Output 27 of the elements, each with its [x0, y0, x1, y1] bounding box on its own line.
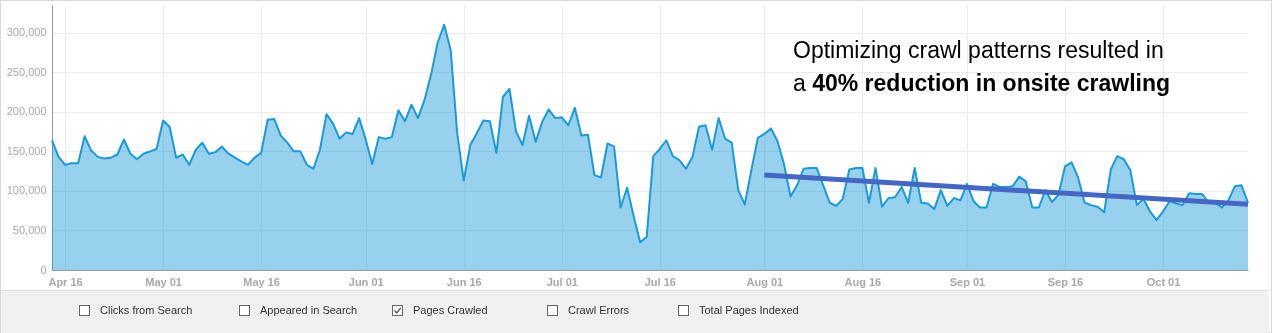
x-tick-label: May 01 [145, 275, 182, 288]
x-tick-label: Aug 16 [844, 275, 882, 288]
y-tick-label: 150,000 [6, 144, 47, 157]
y-tick-label: 200,000 [6, 105, 47, 118]
x-tick-label: Jul 16 [644, 275, 676, 288]
x-tick-label: Oct 01 [1146, 275, 1181, 288]
y-tick-label: 250,000 [6, 65, 47, 78]
x-tick-label: Sep 01 [949, 275, 986, 288]
annotation: 40% reduction in onsite crawling [812, 70, 1171, 96]
text: Pages Crawled [413, 304, 488, 316]
text: Appeared in Search [260, 304, 358, 316]
y-tick-label: 300,000 [6, 26, 47, 39]
y-tick-label: 0 [40, 263, 47, 276]
x-tick-label: Jun 01 [348, 275, 384, 288]
x-tick-label: Sep 16 [1047, 275, 1084, 288]
x-tick-label: Jun 16 [446, 275, 482, 288]
x-tick-label: May 16 [243, 275, 280, 288]
y-tick-label: 50,000 [12, 223, 47, 236]
text: Crawl Errors [568, 304, 630, 316]
annotation: a [793, 70, 807, 96]
text: Clicks from Search [100, 304, 193, 316]
x-tick-label: Jul 01 [546, 275, 578, 288]
x-tick-label: Apr 16 [48, 275, 83, 288]
annotation: Optimizing crawl patterns resulted in [793, 36, 1165, 65]
y-tick-label: 100,000 [6, 184, 47, 197]
text: Total Pages Indexed [699, 304, 799, 316]
x-tick-label: Aug 01 [746, 275, 784, 288]
